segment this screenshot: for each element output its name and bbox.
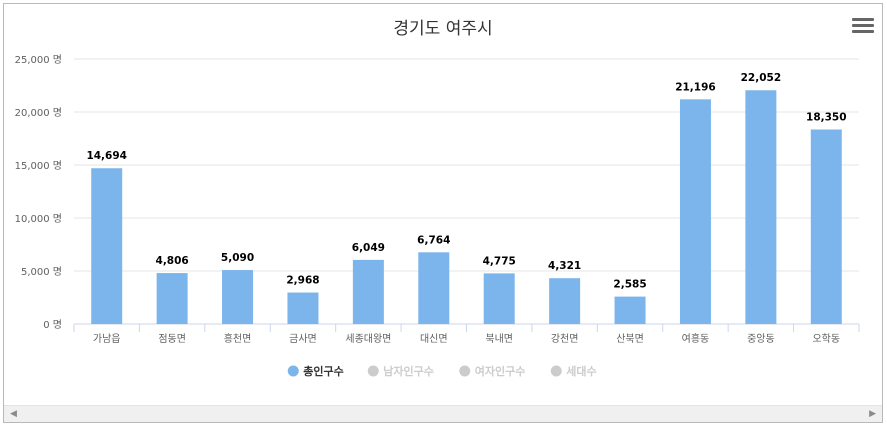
x-tick-label: 오학동 [812,333,840,345]
legend-marker[interactable] [367,365,379,377]
data-label: 5,090 [221,252,254,264]
y-tick-label: 25,000 명 [15,54,62,66]
bar[interactable] [156,273,188,324]
y-tick-label: 10,000 명 [15,213,62,225]
y-tick-label: 20,000 명 [15,107,62,119]
data-label: 6,764 [417,234,450,246]
horizontal-scrollbar[interactable]: ◀ ▶ [4,405,882,422]
chart-title: 경기도 여주시 [393,19,493,39]
x-tick-label: 여흥동 [682,332,710,345]
legend-marker[interactable] [459,365,471,377]
data-label: 2,585 [613,279,646,291]
bar[interactable] [418,252,450,324]
scroll-left-icon[interactable]: ◀ [10,409,17,419]
data-label: 4,775 [483,255,516,267]
bar[interactable] [549,278,581,324]
bar[interactable] [287,292,319,324]
legend-marker[interactable] [287,365,299,377]
bar[interactable] [745,90,777,324]
data-label: 2,968 [286,275,319,287]
x-tick-label: 흥천면 [224,332,252,345]
legend-item-label[interactable]: 남자인구수 [383,364,434,378]
x-tick-label: 가남읍 [93,333,121,345]
data-label: 6,049 [352,242,385,254]
x-tick-label: 산북면 [616,333,644,345]
chart-plot: 0 명 5,000 명 10,000 명 15,000 명 20,000 명 25,000… [15,54,860,378]
x-tick-label: 중앙동 [747,333,775,345]
data-label: 4,806 [156,255,189,267]
scroll-right-icon[interactable]: ▶ [869,409,876,419]
bar[interactable] [91,168,123,324]
bar[interactable] [222,270,254,324]
bar[interactable] [614,296,646,324]
bar[interactable] [679,99,711,324]
data-label: 22,052 [741,72,782,84]
y-tick-label: 5,000 명 [21,266,62,278]
data-label: 14,694 [86,150,127,162]
legend-item-label[interactable]: 세대수 [566,364,596,378]
data-label: 18,350 [806,111,847,123]
y-tick-label: 0 명 [43,319,62,331]
x-tick-label: 점동면 [158,333,186,345]
legend-marker[interactable] [550,365,562,377]
chart-container: 경기도 여주시 0 명 5,000 명 10,000 명 15,000 명 20,000… [3,3,883,423]
x-tick-label: 북내면 [485,333,513,345]
bar[interactable] [352,259,384,324]
hamburger-menu-icon[interactable] [852,18,874,38]
x-tick-label: 대신면 [420,333,448,345]
data-label: 4,321 [548,260,581,272]
x-tick-label: 강천면 [551,333,579,345]
y-tick-label: 15,000 명 [15,160,62,172]
x-tick-label: 금사면 [289,333,317,345]
bar[interactable] [810,129,842,324]
bar[interactable] [483,273,515,324]
x-tick-label: 세종대왕면 [345,333,391,345]
data-label: 21,196 [675,81,716,93]
legend-item-label[interactable]: 총인구수 [303,364,343,378]
legend-item-label[interactable]: 여자인구수 [475,364,526,378]
